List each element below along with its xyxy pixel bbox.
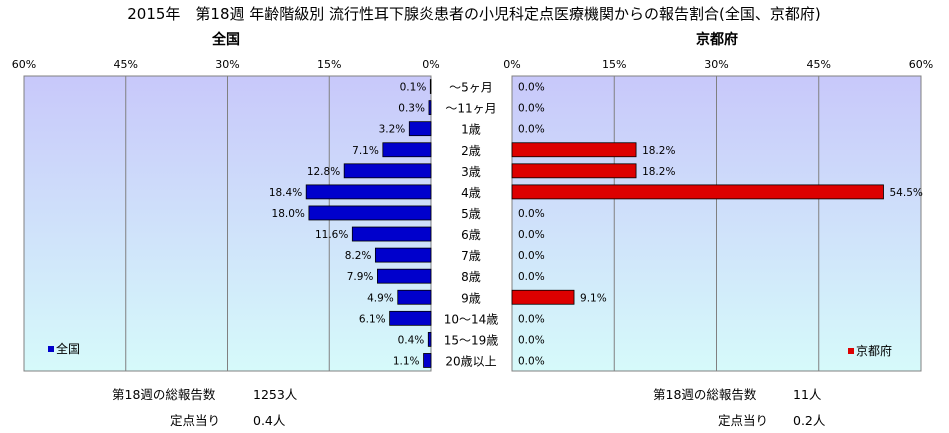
category-label: 20歳以上 bbox=[445, 354, 496, 368]
left-bar-value-label: 12.8% bbox=[307, 166, 340, 178]
category-label: 1歳 bbox=[461, 123, 481, 137]
left-bar bbox=[351, 226, 432, 242]
left-bar bbox=[397, 289, 432, 305]
left-bar bbox=[374, 247, 432, 263]
left-bar-value-label: 18.4% bbox=[269, 187, 302, 199]
category-label: ～5ヶ月 bbox=[449, 81, 493, 95]
left-x-tick-label: 45% bbox=[114, 58, 138, 71]
legend-swatch-kyoto bbox=[848, 348, 854, 354]
right-bar-value-label: 18.2% bbox=[642, 166, 675, 178]
left-bar-value-label: 4.9% bbox=[367, 292, 394, 304]
right-total-label: 第18週の総報告数 bbox=[653, 387, 757, 402]
left-x-tick-label: 0% bbox=[422, 58, 439, 71]
right-bar bbox=[511, 289, 575, 305]
right-total-value: 11人 bbox=[793, 387, 822, 402]
category-label: 4歳 bbox=[461, 186, 481, 200]
left-bar bbox=[428, 100, 432, 116]
category-label: 3歳 bbox=[461, 165, 481, 179]
category-label: ～11ヶ月 bbox=[445, 102, 496, 116]
left-bar bbox=[382, 142, 432, 158]
left-bar-value-label: 7.1% bbox=[352, 145, 379, 157]
left-x-tick-label: 30% bbox=[215, 58, 239, 71]
right-bar-value-label: 0.0% bbox=[518, 124, 545, 136]
left-bar-value-label: 3.2% bbox=[379, 124, 406, 136]
right-bar-value-label: 54.5% bbox=[890, 187, 923, 199]
legend-label-kyoto: 京都府 bbox=[856, 343, 892, 358]
right-bar-value-label: 0.0% bbox=[518, 82, 545, 94]
left-bar bbox=[305, 184, 432, 200]
left-bar bbox=[427, 331, 432, 347]
category-label: 2歳 bbox=[461, 144, 481, 158]
left-per-label: 定点当り bbox=[170, 413, 220, 428]
right-bar bbox=[511, 163, 637, 179]
category-label: 7歳 bbox=[461, 249, 481, 263]
right-bar-value-label: 0.0% bbox=[518, 334, 545, 346]
right-bar-value-label: 0.0% bbox=[518, 208, 545, 220]
right-x-tick-label: 30% bbox=[704, 58, 728, 71]
left-x-tick-label: 15% bbox=[317, 58, 341, 71]
left-bar bbox=[408, 121, 432, 137]
left-bar-value-label: 6.1% bbox=[359, 313, 386, 325]
category-label: 6歳 bbox=[461, 228, 481, 242]
left-bar-value-label: 18.0% bbox=[272, 208, 305, 220]
left-bar-value-label: 8.2% bbox=[345, 250, 372, 262]
left-bar bbox=[429, 79, 432, 94]
right-panel-title: 京都府 bbox=[696, 31, 738, 48]
right-bar-value-label: 0.0% bbox=[518, 355, 545, 367]
right-per-value: 0.2人 bbox=[793, 413, 826, 428]
category-label: 5歳 bbox=[461, 207, 481, 221]
right-x-tick-label: 15% bbox=[602, 58, 626, 71]
left-bar bbox=[308, 205, 432, 221]
right-bar-value-label: 9.1% bbox=[580, 292, 607, 304]
left-bar-value-label: 11.6% bbox=[315, 229, 348, 241]
left-bar-value-label: 1.1% bbox=[393, 355, 420, 367]
category-label: 8歳 bbox=[461, 270, 481, 284]
left-bar bbox=[343, 163, 432, 179]
legend-label-zenkoku: 全国 bbox=[56, 341, 80, 356]
right-x-tick-label: 60% bbox=[909, 58, 933, 71]
left-bar-value-label: 7.9% bbox=[347, 271, 374, 283]
left-total-label: 第18週の総報告数 bbox=[112, 387, 216, 402]
chart-title: 2015年 第18週 年齢階級別 流行性耳下腺炎患者の小児科定点医療機関からの報… bbox=[127, 5, 821, 23]
right-bar-value-label: 18.2% bbox=[642, 145, 675, 157]
right-bar-value-label: 0.0% bbox=[518, 271, 545, 283]
legend-swatch-zenkoku bbox=[48, 346, 54, 352]
right-x-tick-label: 45% bbox=[807, 58, 831, 71]
right-bar bbox=[511, 184, 884, 200]
left-panel-title: 全国 bbox=[211, 31, 240, 48]
left-bar bbox=[423, 353, 432, 368]
right-bar-value-label: 0.0% bbox=[518, 250, 545, 262]
left-bar bbox=[389, 310, 432, 326]
category-label: 9歳 bbox=[461, 291, 481, 305]
right-per-label: 定点当り bbox=[718, 413, 768, 428]
left-bar-value-label: 0.1% bbox=[400, 82, 427, 94]
left-bar bbox=[377, 268, 432, 284]
right-bar-value-label: 0.0% bbox=[518, 313, 545, 325]
right-bar-value-label: 0.0% bbox=[518, 229, 545, 241]
left-total-value: 1253人 bbox=[253, 387, 298, 402]
category-label: 10～14歳 bbox=[444, 312, 499, 326]
right-bar-value-label: 0.0% bbox=[518, 103, 545, 115]
left-bar-value-label: 0.3% bbox=[398, 103, 425, 115]
right-x-tick-label: 0% bbox=[503, 58, 520, 71]
left-per-value: 0.4人 bbox=[253, 413, 286, 428]
left-bar-value-label: 0.4% bbox=[398, 334, 425, 346]
right-bar bbox=[511, 142, 637, 158]
left-x-tick-label: 60% bbox=[12, 58, 36, 71]
category-label: 15～19歳 bbox=[444, 333, 499, 347]
